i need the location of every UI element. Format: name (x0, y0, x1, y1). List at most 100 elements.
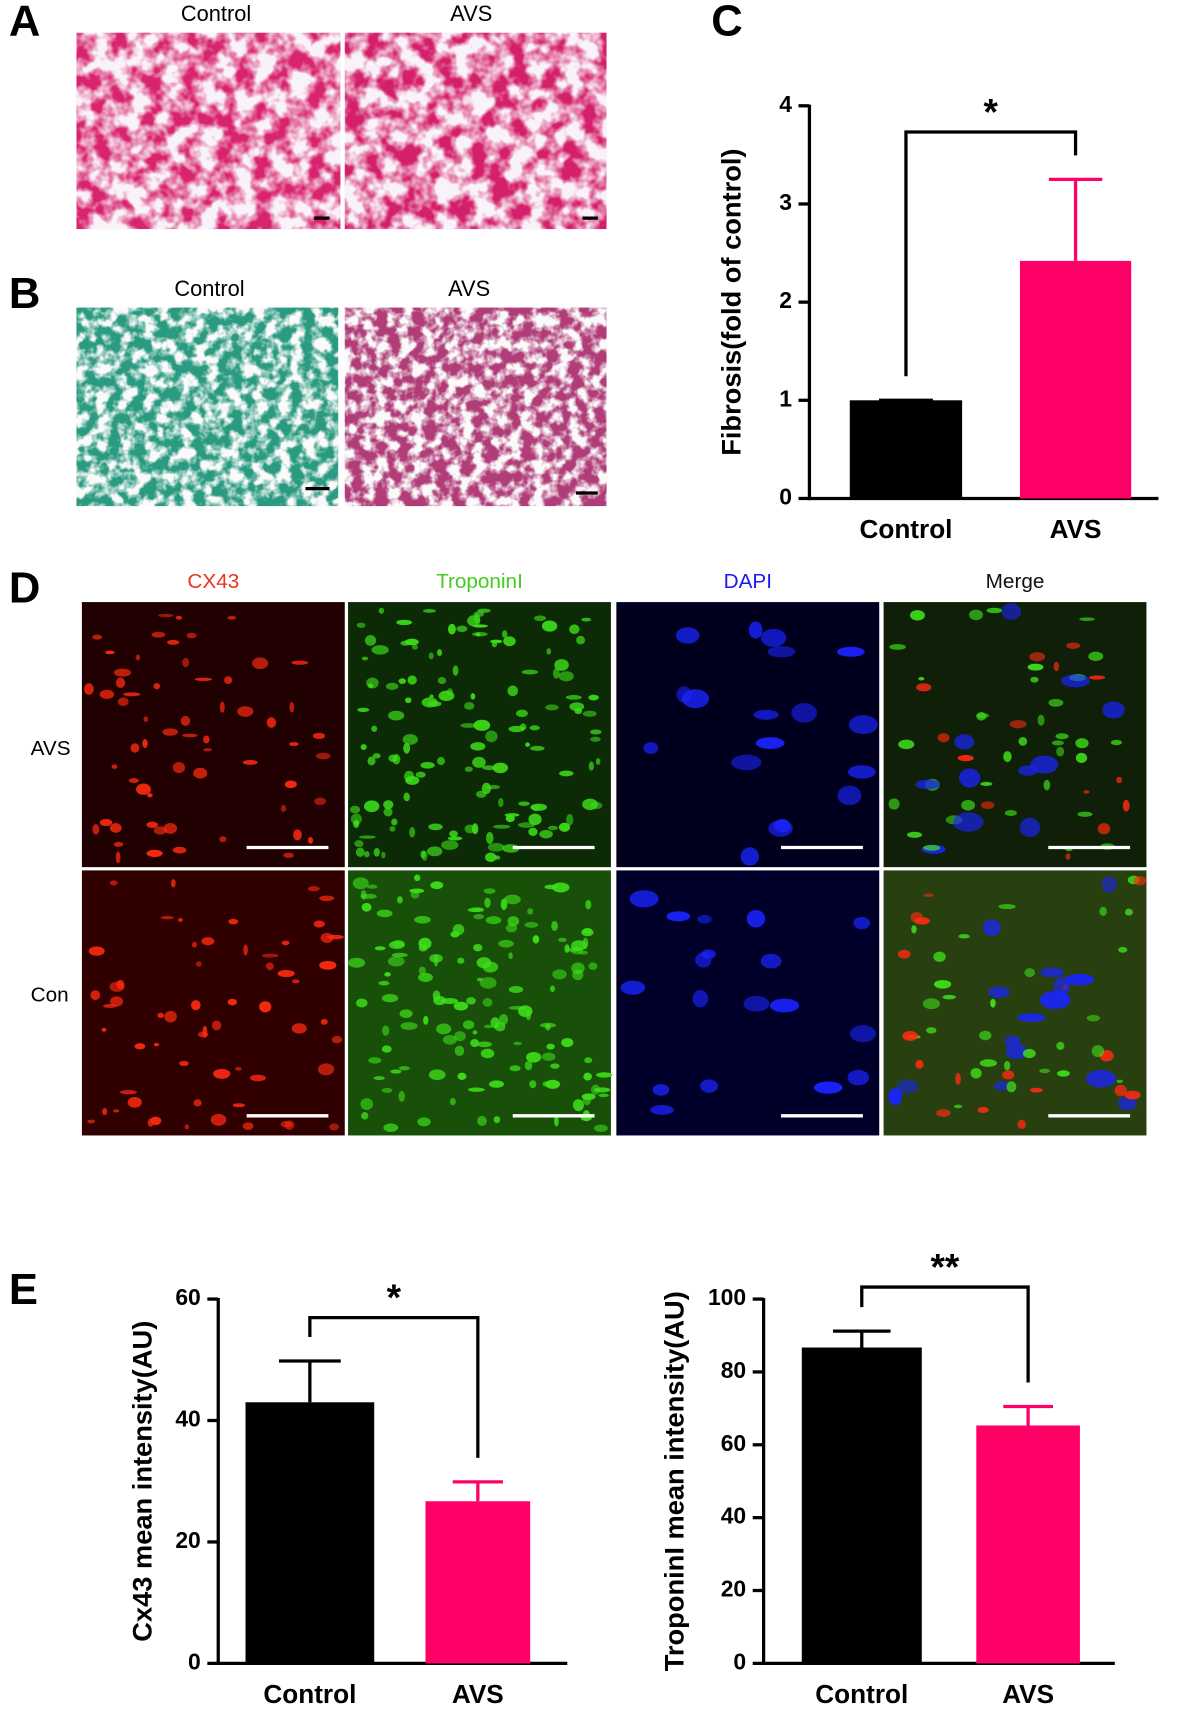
stain (847, 765, 876, 779)
stain (119, 1090, 137, 1095)
stain (481, 782, 492, 795)
stain (853, 916, 871, 930)
stain (545, 704, 559, 711)
stain (1030, 676, 1039, 683)
stain (360, 1098, 374, 1111)
stain (90, 990, 101, 1001)
stain (423, 1015, 429, 1025)
stain (1001, 603, 1022, 620)
bar (245, 1402, 375, 1664)
stain (251, 657, 269, 670)
stain (582, 927, 593, 934)
stain (483, 888, 496, 894)
stain (524, 921, 539, 928)
stain (99, 818, 113, 827)
stain (307, 886, 320, 892)
channel-label: Merge (986, 570, 1045, 593)
stain (319, 960, 337, 970)
stain (227, 615, 237, 620)
stain (193, 767, 208, 779)
stain (400, 1022, 418, 1030)
micrograph-texture (344, 307, 607, 507)
stain (837, 785, 862, 806)
stain (530, 745, 545, 751)
stain (473, 611, 485, 617)
stain (354, 840, 364, 848)
stain (1009, 720, 1027, 729)
stain (203, 747, 213, 752)
panel-d: CX43 TroponinI DAPI Merge AVS Con (31, 570, 1147, 1136)
stain (162, 728, 178, 736)
stain (1110, 739, 1123, 746)
y-tick-label: 20 (721, 1576, 746, 1602)
micrograph (348, 602, 611, 868)
stain (502, 630, 508, 638)
stain (157, 1012, 165, 1019)
stain (553, 667, 560, 679)
stain (487, 842, 505, 852)
stain (769, 998, 800, 1013)
stain (521, 669, 539, 675)
stain (1122, 799, 1130, 812)
stain (449, 830, 458, 838)
stain (1075, 738, 1089, 749)
stain (547, 825, 559, 831)
stain (529, 725, 540, 731)
stain (355, 847, 365, 858)
stain (1040, 990, 1071, 1010)
stain (428, 652, 434, 660)
stain (466, 997, 476, 1005)
stain (503, 894, 521, 905)
stain (569, 624, 580, 635)
stain (472, 1030, 478, 1035)
stain (498, 797, 504, 808)
stain (539, 829, 553, 839)
stain (378, 980, 390, 986)
stain (517, 822, 536, 828)
micrograph-texture (76, 307, 339, 507)
stain (437, 756, 445, 766)
stain (1053, 661, 1060, 672)
stain (554, 1115, 559, 1127)
stain (650, 1104, 674, 1115)
stain (371, 645, 389, 655)
stain (219, 836, 227, 843)
stain (398, 1066, 410, 1071)
stain (265, 962, 274, 971)
stain (1004, 810, 1017, 816)
bar (976, 1425, 1080, 1664)
stain (1039, 1068, 1051, 1074)
panel-letter: E (9, 1266, 38, 1314)
stain (427, 846, 443, 857)
stain (113, 1109, 120, 1113)
stain (281, 940, 290, 946)
bar (1019, 260, 1132, 499)
stain (746, 909, 766, 928)
stain (418, 972, 433, 983)
stain (172, 846, 187, 854)
y-tick-label: 40 (721, 1503, 746, 1529)
bar (801, 1347, 922, 1664)
stain (383, 800, 394, 810)
stain (519, 723, 527, 731)
stain (116, 979, 125, 990)
stain (692, 989, 709, 1008)
stain (115, 677, 126, 689)
stain (382, 1025, 390, 1036)
y-tick-label: 80 (721, 1357, 746, 1383)
stain (457, 957, 465, 964)
stain (1055, 733, 1069, 740)
stain (505, 815, 515, 823)
stain (171, 879, 176, 888)
x-tick-label: Control (815, 1679, 908, 1709)
stain (1079, 617, 1095, 622)
stain (385, 682, 399, 690)
x-tick-label: Control (263, 1679, 356, 1709)
stain (473, 914, 485, 920)
stain (1043, 779, 1051, 791)
stain (467, 907, 484, 913)
stain (582, 937, 589, 949)
stain (350, 813, 362, 825)
stain (184, 1124, 190, 1130)
